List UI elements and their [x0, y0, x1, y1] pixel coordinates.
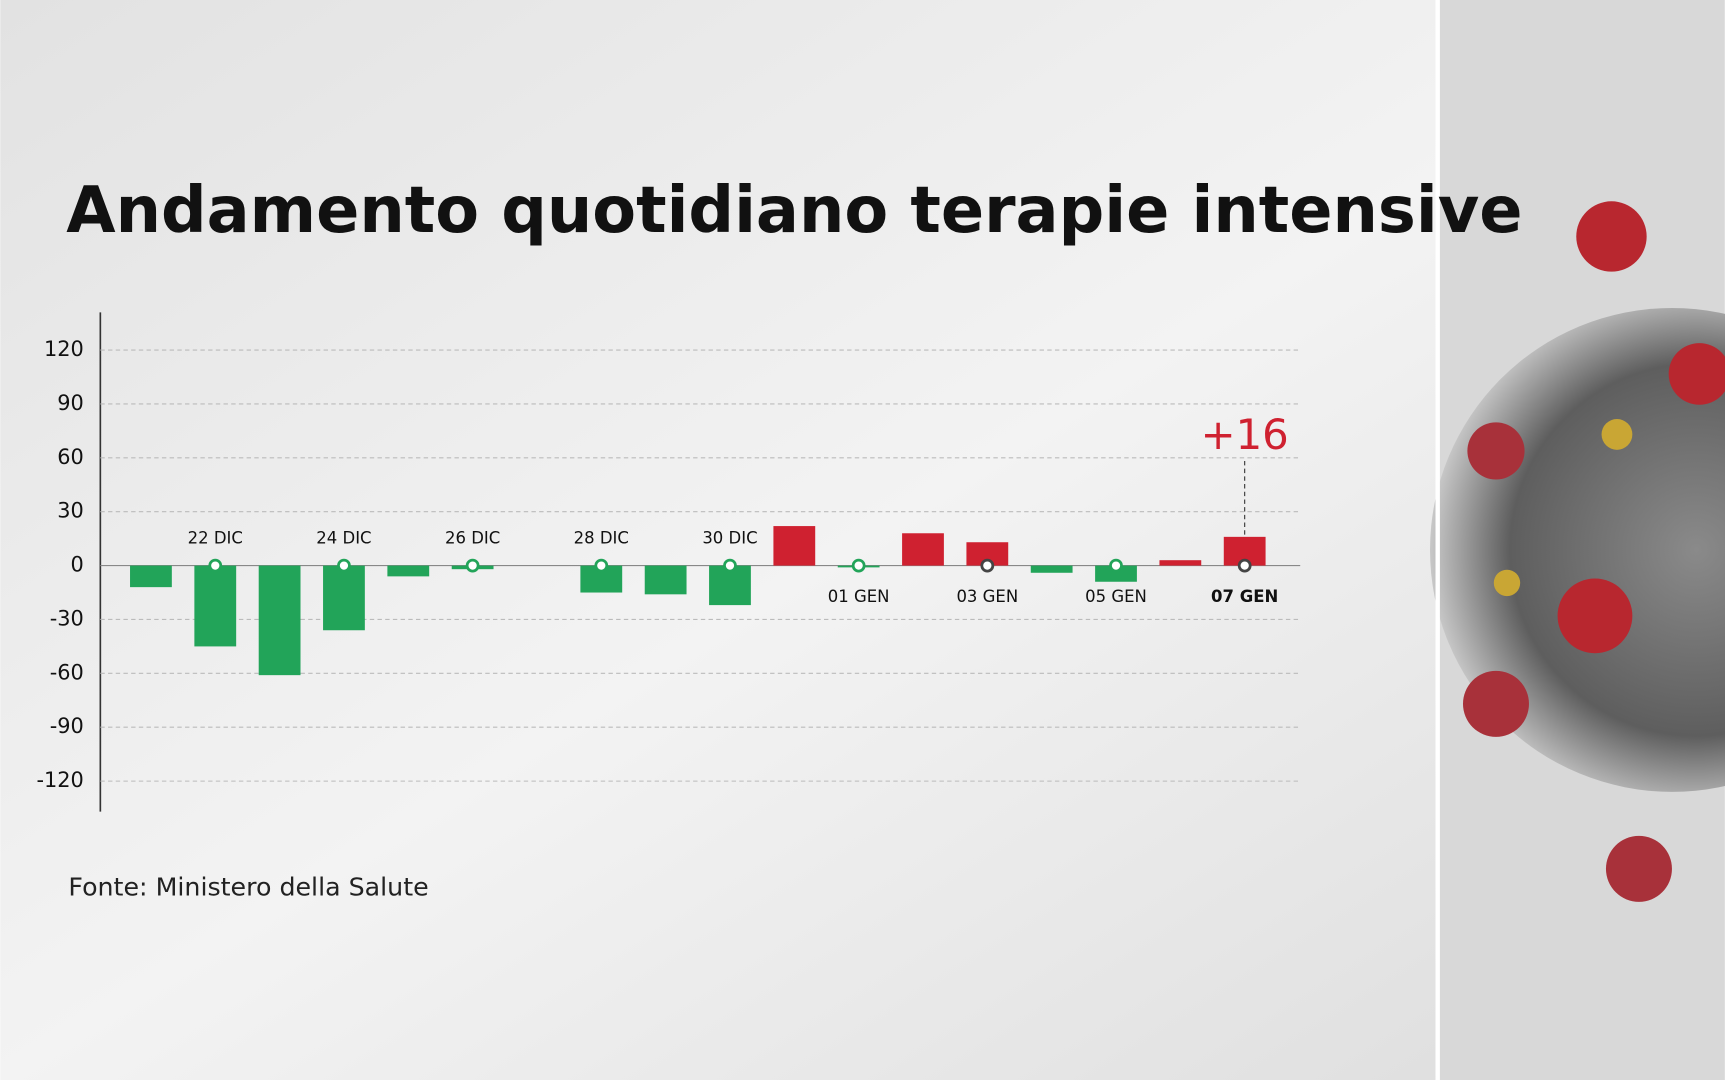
bar — [1030, 565, 1073, 573]
axis-dot — [337, 558, 351, 573]
y-tick-label: 120 — [44, 337, 84, 361]
bar — [902, 533, 944, 566]
bar — [258, 565, 301, 676]
axis-dot — [1237, 558, 1252, 573]
x-tick-label: 07 GEN — [1211, 587, 1278, 606]
x-tick-label: 24 DIC — [316, 529, 371, 548]
y-tick-label: 0 — [71, 553, 84, 577]
bar — [1095, 565, 1137, 582]
axis-dot — [465, 558, 480, 573]
x-tick-label: 28 DIC — [574, 529, 629, 548]
chart-title: Andamento quotidiano terapie intensive — [66, 174, 1522, 248]
bar — [773, 526, 816, 566]
bar — [387, 565, 430, 577]
y-tick-label: -90 — [50, 714, 84, 738]
y-tick-label: -30 — [50, 606, 84, 630]
axis-dot — [208, 558, 223, 573]
bar — [644, 565, 687, 595]
source: Fonte: Ministero della Salute — [68, 873, 428, 902]
decoration — [1430, 0, 1725, 1080]
bar — [194, 565, 237, 647]
x-tick-label: 22 DIC — [188, 529, 243, 548]
bar — [966, 542, 1009, 566]
x-tick-label: 30 DIC — [702, 529, 757, 548]
x-tick-label: 05 GEN — [1085, 587, 1147, 606]
x-tick-label: 01 GEN — [828, 587, 890, 606]
y-tick-label: 60 — [57, 445, 84, 469]
axis-dot — [1109, 558, 1123, 573]
bar — [130, 565, 172, 588]
x-tick-label: 03 GEN — [956, 587, 1018, 606]
x-tick-label: 26 DIC — [445, 529, 500, 548]
y-tick-label: 90 — [57, 391, 84, 415]
value-label: +16 — [1201, 410, 1289, 459]
axis-dot — [723, 558, 737, 573]
bar — [323, 565, 365, 631]
bar — [1159, 560, 1202, 566]
y-tick-label: -60 — [50, 660, 84, 684]
y-tick-label: -120 — [36, 768, 83, 792]
axis-dot — [851, 558, 866, 573]
y-tick-label: 30 — [57, 499, 84, 523]
axis-dot — [980, 558, 995, 573]
axis-dot — [594, 558, 609, 573]
